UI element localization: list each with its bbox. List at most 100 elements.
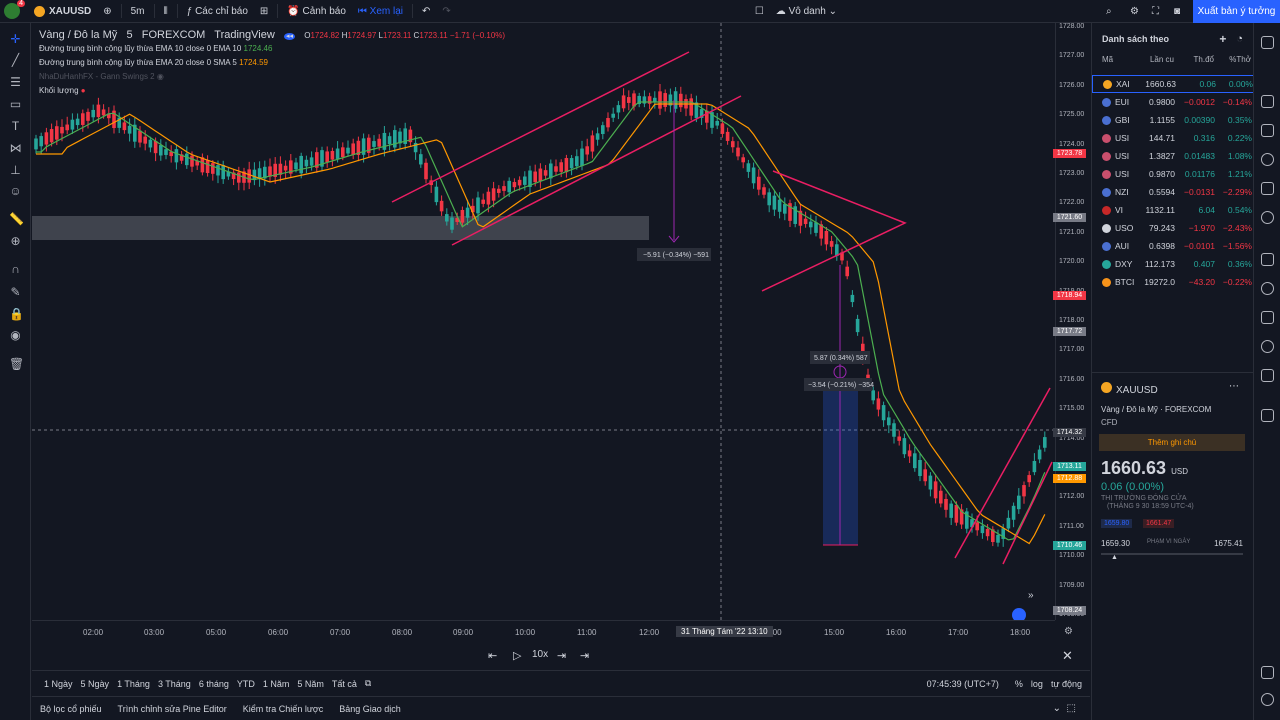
rectangle-icon[interactable]: ▭ [9,97,22,111]
log-toggle[interactable]: log [1030,678,1043,689]
add-symbol-icon[interactable]: ⊕ [103,5,112,17]
redo-icon[interactable]: ↷ [442,5,451,17]
watchlist-row[interactable]: USI 0.9870 0.01176 1.21% [1092,165,1254,183]
indicators-button[interactable]: ƒ Các chỉ báo [181,0,254,23]
pattern-icon[interactable]: ⋈ [9,141,22,155]
footer-tab[interactable]: Bộ lọc cổ phiếu [40,703,102,714]
horizontal-lines-icon[interactable]: ☰ [10,75,21,89]
replay-button[interactable]: ⏮ Xem lại [352,0,409,23]
help-icon[interactable] [1261,693,1274,706]
settings-gear-icon[interactable]: ⚙ [1130,5,1139,17]
news-icon[interactable] [1261,95,1274,108]
interval-button[interactable]: 5m [130,5,145,17]
avatar[interactable]: 4 [4,0,25,19]
search-icon[interactable]: ⌕ [1106,5,1112,17]
watchlist-row[interactable]: EUI 0.9800 −0.0012 −0.14% [1092,93,1254,111]
goto-date-icon[interactable]: ⧉ [364,678,372,688]
footer-tab[interactable]: Trình chỉnh sửa Pine Editor [117,703,227,714]
watchlist-icon[interactable] [1261,36,1274,49]
prediction-icon[interactable]: ⊥ [10,163,21,177]
col-last[interactable]: Lần cu [1149,55,1174,64]
range-button[interactable]: 1 Năm [262,678,290,689]
publish-idea-button[interactable]: Xuất bản ý tưởng [1193,0,1280,23]
candle-type-icon[interactable]: ⫴ [163,5,168,17]
undo-icon[interactable]: ↶ [422,5,431,17]
price-axis[interactable]: 1728.00 1727.00 1726.00 1725.00 1724.00 1723.… [1053,23,1090,620]
percent-toggle[interactable]: % [1014,678,1023,689]
layout-checkbox-icon[interactable]: ☐ [754,5,764,17]
range-button[interactable]: 3 Tháng [157,678,191,689]
magnet-icon[interactable]: ∩ [11,262,20,276]
watchlist-row[interactable]: GBI 1.1155 0.00390 0.35% [1092,111,1254,129]
add-note-button[interactable]: Thêm ghi chú [1099,434,1245,451]
footer-tab[interactable]: Bảng Giao dịch [339,703,401,714]
range-button[interactable]: 6 tháng [198,678,229,689]
trash-icon[interactable]: 🗑 [9,357,25,371]
lock-icon[interactable]: 🔒 [9,307,24,321]
trendline-icon[interactable]: ╱ [11,53,20,67]
auto-toggle[interactable]: tự động [1050,678,1082,689]
col-symbol[interactable]: Mã [1102,55,1114,64]
hotlist-icon[interactable] [1261,211,1274,224]
camera-icon[interactable]: ◙ [1174,5,1181,17]
more-icon[interactable]: ⋯ [1229,381,1239,392]
watchlist-settings-icon[interactable]: ◔ [1236,33,1243,45]
play-icon[interactable]: ▷ [513,650,522,662]
scroll-right-icon[interactable]: » [1028,590,1034,601]
notifications-icon[interactable] [1261,369,1274,382]
eye-icon[interactable]: ◉ [156,72,164,81]
range-button[interactable]: 5 Ngày [80,678,110,689]
fullscreen-icon[interactable]: ⛶ [1152,5,1159,17]
axis-settings-icon[interactable]: ⚙ [1064,626,1073,637]
collapse-legend-icon[interactable]: ◂◂ [284,33,296,40]
chart-pane[interactable]: −5.91 (−0.34%) −591 5.87 (0.34%) 587 −3.… [32,23,1055,620]
watchlist-row[interactable]: USI 144.71 0.316 0.22% [1092,129,1254,147]
calendar-icon[interactable] [1261,153,1274,166]
crosshair-icon[interactable]: ✛ [10,32,21,46]
range-button[interactable]: 1 Tháng [117,678,150,689]
layers-icon[interactable] [1261,666,1274,679]
alerts-button[interactable]: ⏰ Cảnh báo [281,0,352,23]
trend-channels[interactable] [391,51,1053,565]
data-window-icon[interactable] [1261,182,1274,195]
gann-legend[interactable]: NhaDuHanhFX - Gann Swings 2 [39,72,155,81]
layout-name-button[interactable]: ☁ Vô danh ⌄ [775,5,837,17]
chat-icon[interactable] [1261,124,1274,137]
lightbulb-icon[interactable] [1261,282,1274,295]
step-forward-icon[interactable]: ⇥ [557,650,567,662]
text-tool-icon[interactable]: T [11,119,20,133]
support-zone-rectangle[interactable] [32,216,649,240]
watchlist-row[interactable]: VI 1132.11 6.04 0.54% [1092,201,1254,219]
ruler-icon[interactable]: 📏 [9,212,24,226]
time-axis[interactable]: 02:00 03:00 05:00 06:00 07:00 08:00 09:00 10:00… [32,620,1073,642]
collapse-panel-icon[interactable]: ⌄ ⬚ [1052,703,1076,714]
watchlist-row[interactable]: DXY 112.173 0.407 0.36% [1092,255,1254,273]
chart-canvas[interactable]: −5.91 (−0.34%) −591 5.87 (0.34%) 587 −3.… [32,23,1055,620]
eye-icon[interactable]: ◉ [10,328,21,342]
col-change[interactable]: Th.đổ [1193,55,1214,64]
watchlist-row[interactable]: NZI 0.5594 −0.0131 −2.29% [1092,183,1254,201]
templates-icon[interactable]: ⊞ [259,5,269,17]
emoji-icon[interactable]: ☺ [9,184,22,198]
ideas-icon[interactable] [1261,253,1274,266]
watchlist-row[interactable]: USI 1.3827 0.01483 1.08% [1092,147,1254,165]
watchlist-title[interactable]: Danh sách theo [1102,34,1170,44]
volume-legend[interactable]: Khối lượng [39,86,79,95]
streams-icon[interactable] [1261,311,1274,324]
jump-start-icon[interactable]: ⇤ [488,650,498,662]
jump-end-icon[interactable]: ⇥ [580,650,590,662]
range-button[interactable]: YTD [236,678,255,689]
footer-tab[interactable]: Kiểm tra Chiến lược [242,703,324,714]
range-button[interactable]: 1 Ngày [44,678,73,689]
ema10-legend[interactable]: Đường trung bình cộng lũy thừa EMA 10 cl… [39,44,242,53]
pencil-lock-icon[interactable]: ✎ [10,285,21,299]
symbol-search-button[interactable]: XAUUSD [28,0,97,23]
zoom-in-icon[interactable]: ⊕ [10,234,21,248]
speed-button[interactable]: 10x [532,649,549,660]
broadcast-icon[interactable] [1261,340,1274,353]
col-pct[interactable]: %Thở [1229,55,1251,64]
range-button[interactable]: Tất cả [331,678,357,689]
watchlist-row[interactable]: AUI 0.6398 −0.0101 −1.56% [1092,237,1254,255]
watchlist-row[interactable]: USO 79.243 −1.970 −2.43% [1092,219,1254,237]
close-replay-icon[interactable]: ✕ [1062,648,1073,663]
